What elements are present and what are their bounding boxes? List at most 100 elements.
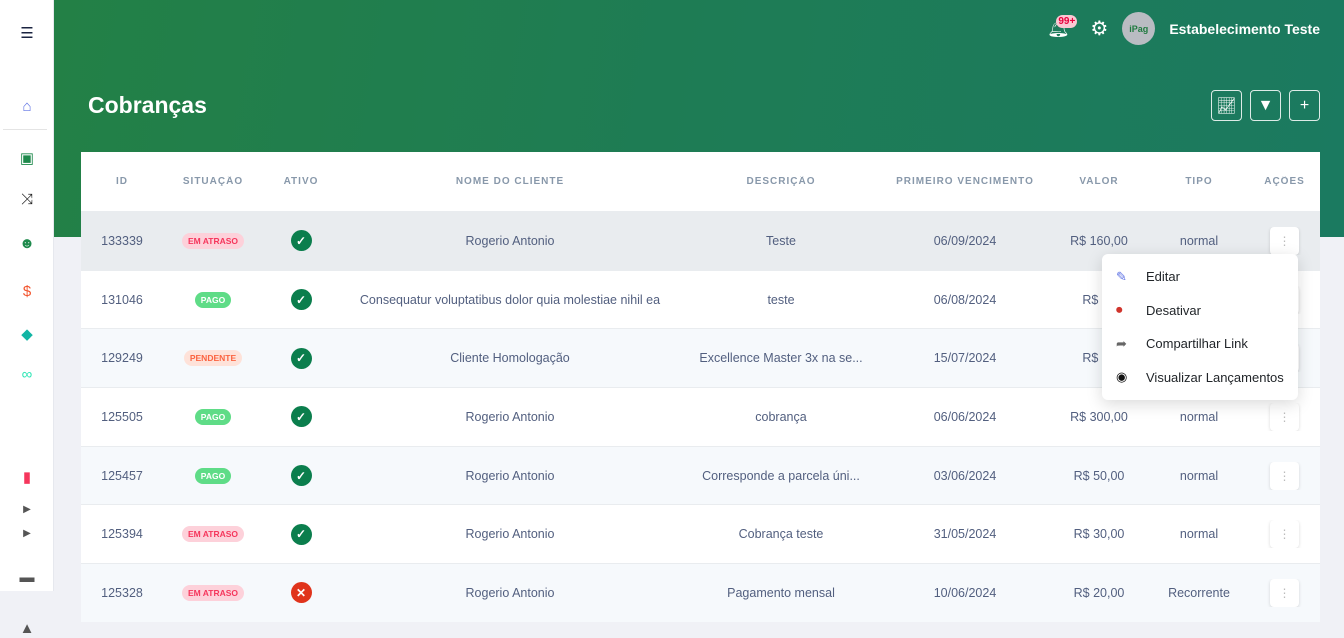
table-cell: ✓ xyxy=(263,347,339,369)
table-row[interactable]: 125505 PAGO ✓ Rogerio Antonio cobrança 06/06/… xyxy=(81,387,1320,446)
store-icon: ▬ xyxy=(19,568,35,586)
table-cell: EM ATRASO xyxy=(163,584,263,601)
dots-vertical-icon: ⋮ xyxy=(1278,527,1291,542)
table-cell: PAGO xyxy=(163,408,263,425)
pdf-file-icon: ▮ xyxy=(22,469,32,486)
table-cell: Corresponde a parcela úni... xyxy=(681,469,881,483)
active-check-icon: ✓ xyxy=(290,406,312,428)
client-name: Cliente Homologação xyxy=(450,351,570,366)
menu-icon: ☰ xyxy=(20,25,34,42)
column-header[interactable]: ID xyxy=(116,176,128,187)
sidebar-item-3[interactable]: ⤨ xyxy=(0,189,54,209)
sidebar-item-2[interactable]: ▣ xyxy=(0,148,54,168)
plus-icon: + xyxy=(1299,96,1310,114)
type: normal xyxy=(1179,409,1219,424)
table-cell: 03/06/2024 xyxy=(881,469,1049,483)
actions-button[interactable]: ⋮ xyxy=(1270,226,1299,255)
table-row[interactable]: 125394 EM ATRASO ✓ Rogerio Antonio Cobrança … xyxy=(81,504,1320,563)
column-header[interactable]: SITUAÇÃO xyxy=(182,176,244,187)
table-cell: 125457 xyxy=(81,469,163,483)
table-cell: 133339 xyxy=(81,234,163,248)
actions-button[interactable]: ⋮ xyxy=(1270,520,1299,549)
column-header[interactable]: NOME DO CLIENTE xyxy=(455,176,565,187)
inactive-x-icon: ✕ xyxy=(290,582,312,604)
table-cell: ⋮ xyxy=(1249,461,1320,490)
status-badge: EM ATRASO xyxy=(181,584,245,601)
dots-vertical-icon: ⋮ xyxy=(1278,233,1291,248)
table-cell: normal xyxy=(1149,234,1249,248)
menu-item-compartilhar-link[interactable]: ➦ Compartilhar Link xyxy=(1102,327,1298,361)
sidebar-item-12[interactable]: ▲ xyxy=(0,618,54,638)
avatar[interactable]: iPag xyxy=(1122,12,1156,45)
menu-item-editar[interactable]: ✎ Editar xyxy=(1102,260,1298,294)
table-cell: ⋮ xyxy=(1249,226,1320,255)
column-header[interactable]: DESCRIÇÃO xyxy=(746,176,816,187)
description: cobrança xyxy=(755,409,807,424)
sidebar-item-6[interactable]: ◆ xyxy=(0,324,54,344)
row-id: 125394 xyxy=(101,527,143,542)
chart-button[interactable]: 📈︎ xyxy=(1211,90,1242,121)
table-header: ID SITUAÇÃO ATIVO NOME DO CLIENTE DESCRIÇÃO P… xyxy=(81,152,1320,211)
value: R$ 300,00 xyxy=(1070,409,1128,424)
menu-item-visualizar-lançamentos[interactable]: ◉ Visualizar Lançamentos xyxy=(1102,361,1298,395)
sidebar-item-7[interactable]: ∞ xyxy=(0,364,54,384)
column-header[interactable]: PRIMEIRO VENCIMENTO xyxy=(896,176,1034,187)
menu-item-label: Desativar xyxy=(1146,302,1201,318)
table-row[interactable]: 125457 PAGO ✓ Rogerio Antonio Corresponde a … xyxy=(81,445,1320,505)
sidebar-item-1[interactable]: ⌂ xyxy=(0,96,54,116)
add-button[interactable]: + xyxy=(1289,90,1320,121)
due-date: 31/05/2024 xyxy=(933,527,997,542)
table-cell: teste xyxy=(681,293,881,307)
due-date: 03/06/2024 xyxy=(933,468,997,483)
sidebar-item-10[interactable]: ▶ xyxy=(0,523,54,543)
sidebar-item-9[interactable]: ▶ xyxy=(0,499,54,519)
table-cell: Consequatur voluptatibus dolor quia mole… xyxy=(339,293,681,307)
table-cell: R$ 160,00 xyxy=(1049,234,1149,248)
page-title: Cobranças xyxy=(88,92,207,118)
table-cell: PENDENTE xyxy=(163,350,263,367)
actions-button[interactable]: ⋮ xyxy=(1270,578,1299,607)
sidebar-item-5[interactable]: $ xyxy=(0,281,54,301)
table-cell: R$ 300,00 xyxy=(1049,410,1149,424)
client-name: Rogerio Antonio xyxy=(465,409,555,424)
filter-button[interactable]: ▼ xyxy=(1250,90,1281,121)
dots-vertical-icon: ⋮ xyxy=(1278,409,1291,424)
dots-vertical-icon: ⋮ xyxy=(1278,585,1291,600)
menu-item-desativar[interactable]: ⏺ Desativar xyxy=(1102,294,1298,328)
settings-gear-icon[interactable]: ⚙ xyxy=(1090,18,1109,40)
client-name: Consequatur voluptatibus dolor quia mole… xyxy=(359,292,661,307)
column-header[interactable]: AÇÕES xyxy=(1264,176,1305,187)
column-header[interactable]: VALOR xyxy=(1079,176,1119,187)
user-name[interactable]: Estabelecimento Teste xyxy=(1169,20,1320,37)
column-header[interactable]: TIPO xyxy=(1185,176,1213,187)
sidebar-item-11[interactable]: ▬ xyxy=(0,567,54,587)
table-row[interactable]: 125328 EM ATRASO ✕ Rogerio Antonio Pagamento… xyxy=(81,563,1320,622)
description: Cobrança teste xyxy=(738,527,824,542)
column-header[interactable]: ATIVO xyxy=(283,176,319,187)
client-name: Rogerio Antonio xyxy=(465,468,555,483)
table-cell: ✓ xyxy=(263,406,339,428)
sidebar-item-4[interactable]: ☻ xyxy=(0,233,54,253)
actions-button[interactable]: ⋮ xyxy=(1270,402,1299,431)
row-id: 125457 xyxy=(101,468,143,483)
description: Excellence Master 3x na se... xyxy=(699,351,863,366)
table-cell: Rogerio Antonio xyxy=(339,469,681,483)
table-cell: Cobrança teste xyxy=(681,527,881,541)
actions-button[interactable]: ⋮ xyxy=(1270,461,1299,490)
eye-icon: ◉ xyxy=(1116,369,1128,385)
client-name: Rogerio Antonio xyxy=(465,527,555,542)
description: teste xyxy=(767,292,795,307)
description: Corresponde a parcela úni... xyxy=(702,468,860,483)
due-date: 15/07/2024 xyxy=(933,351,997,366)
sidebar-item-8[interactable]: ▮ xyxy=(0,467,54,487)
row-id: 125328 xyxy=(101,585,143,600)
table-cell: EM ATRASO xyxy=(163,232,263,249)
row-id: 131046 xyxy=(101,292,143,307)
notifications-bell-icon[interactable]: 🔔︎ 99+ xyxy=(1046,14,1078,38)
status-badge: PAGO xyxy=(194,467,232,484)
table-cell: 06/06/2024 xyxy=(881,410,1049,424)
notification-count-badge: 99+ xyxy=(1056,14,1078,28)
menu-toggle-button[interactable]: ☰ xyxy=(0,23,54,43)
status-badge: EM ATRASO xyxy=(181,526,245,543)
client-name: Rogerio Antonio xyxy=(465,585,555,600)
